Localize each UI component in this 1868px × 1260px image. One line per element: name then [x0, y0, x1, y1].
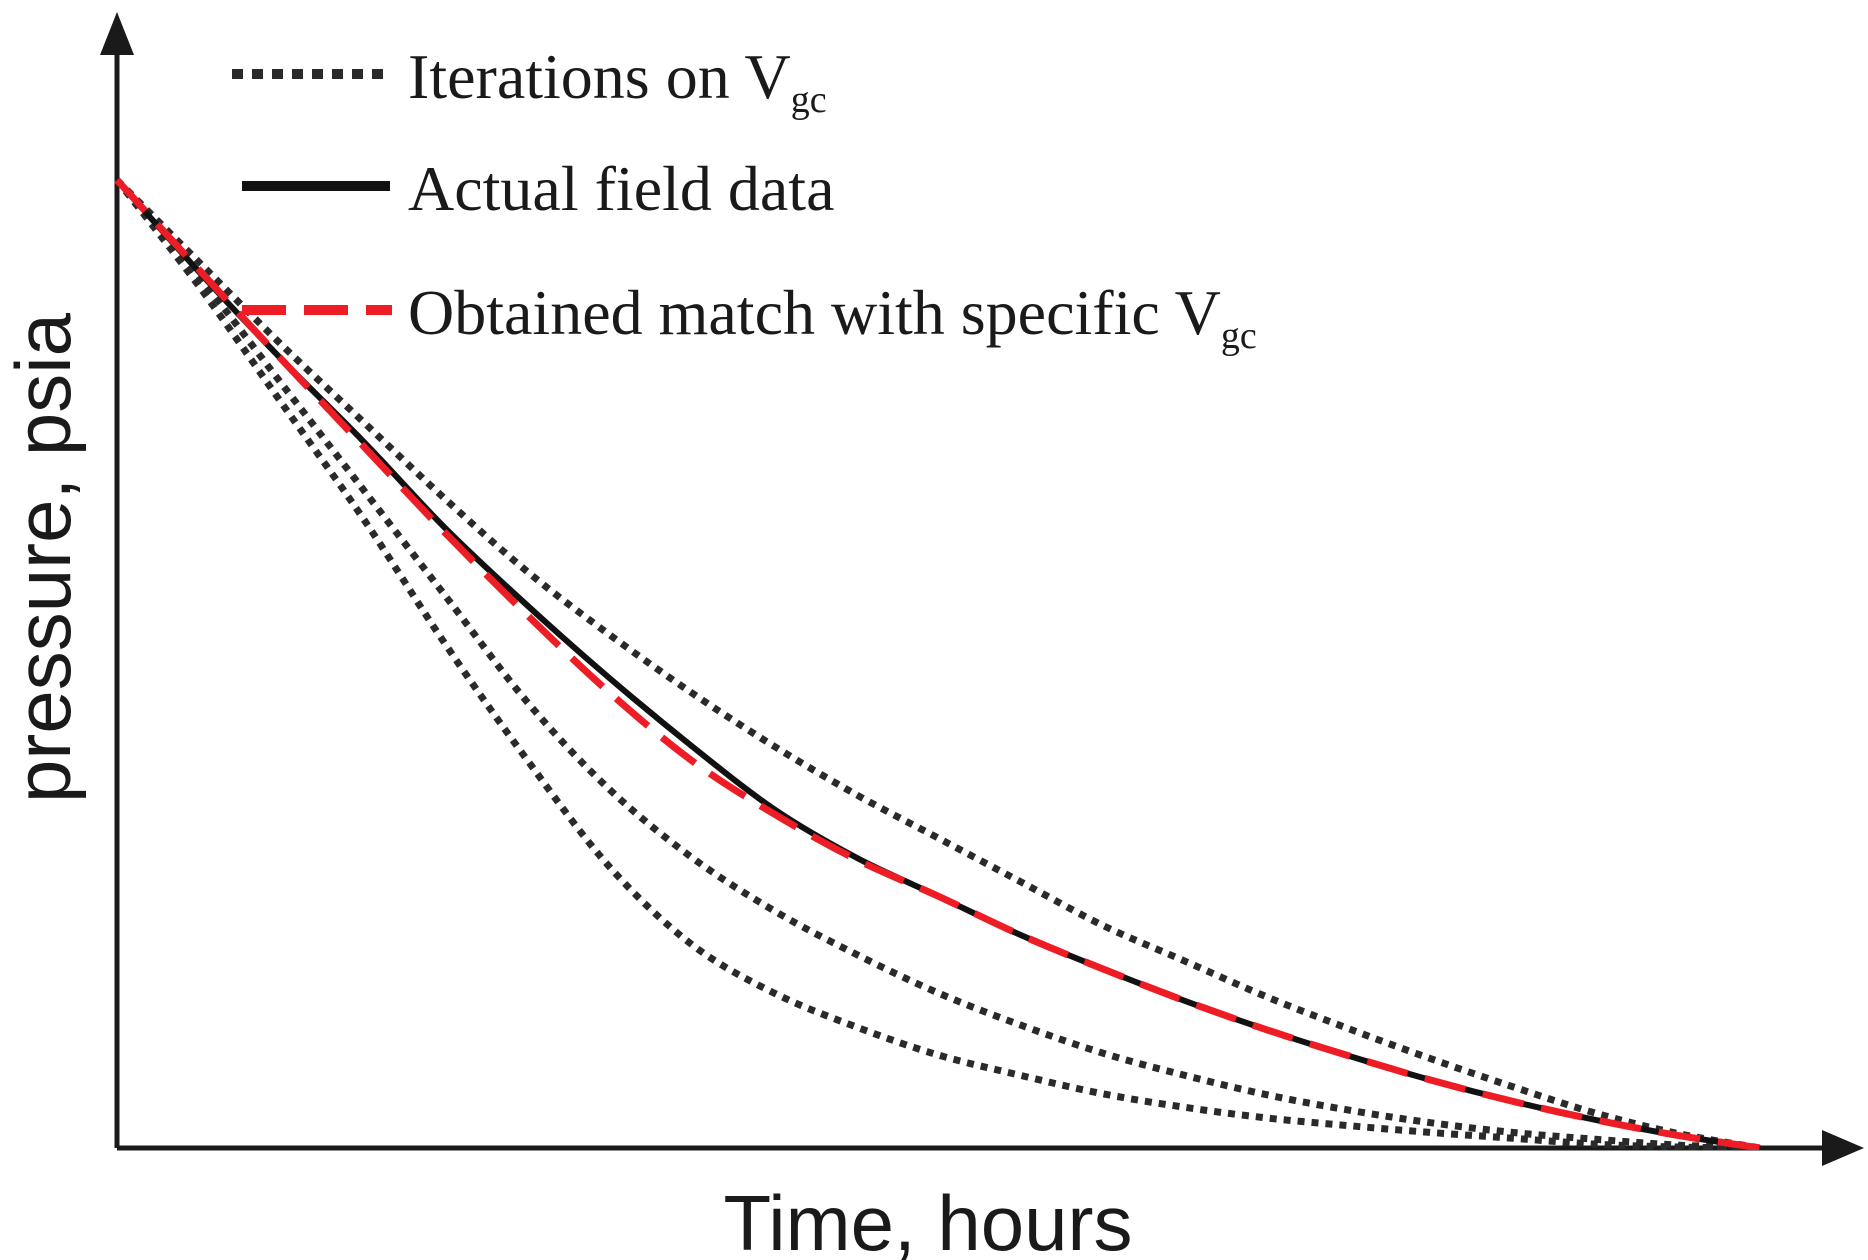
series-layer [114, 177, 1761, 1150]
legend-label-iterations-sub: gc [791, 79, 827, 121]
series-line-dotted-1 [114, 177, 1761, 1150]
legend-label-iterations: Iterations on Vgc [408, 41, 827, 121]
legend-item-actual: Actual field data [242, 153, 834, 224]
legend-item-iterations: Iterations on Vgc [232, 41, 827, 121]
legend: Iterations on Vgc Actual field data Obta… [232, 41, 1257, 357]
y-axis-label: pressure, psia [0, 312, 87, 803]
legend-label-actual: Actual field data [408, 153, 834, 224]
series-line-dotted-2 [114, 177, 1761, 1150]
legend-label-match-sub: gc [1221, 315, 1257, 357]
legend-label-iterations-text: Iterations on V [408, 41, 791, 112]
legend-label-match: Obtained match with specific Vgc [408, 277, 1257, 357]
legend-item-match: Obtained match with specific Vgc [242, 277, 1257, 357]
x-axis-arrow [1822, 1130, 1864, 1166]
x-axis-label: Time, hours [724, 1179, 1133, 1260]
legend-label-match-text: Obtained match with specific V [408, 277, 1221, 348]
y-axis-arrow [100, 12, 134, 55]
series-line-dashed-5 [114, 177, 1761, 1150]
